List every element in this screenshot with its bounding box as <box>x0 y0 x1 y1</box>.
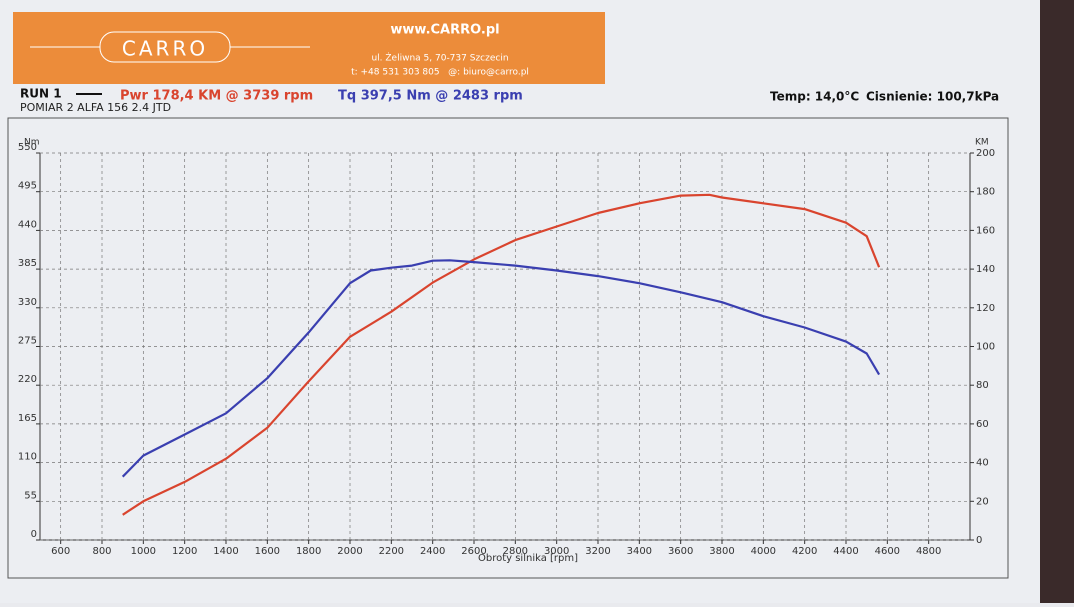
x-axis-label: Obroty silnika [rpm] <box>478 553 578 564</box>
y2-tick-label: 140 <box>976 264 995 275</box>
x-tick-label: 1600 <box>255 546 280 557</box>
x-tick-label: 800 <box>92 546 111 557</box>
y2-tick-label: 100 <box>976 342 995 353</box>
x-tick-label: 600 <box>51 546 70 557</box>
x-tick-label: 3400 <box>627 546 652 557</box>
background-edge <box>1040 0 1074 603</box>
header-contact: t: +48 531 303 805 @: biuro@carro.pl <box>351 68 529 78</box>
x-tick-label: 2200 <box>379 546 404 557</box>
y2-tick-label: 160 <box>976 225 995 236</box>
series-line <box>122 193 881 516</box>
y-tick-label: 110 <box>18 452 37 463</box>
chart-frame <box>7 117 1009 579</box>
x-tick-label: 2800 <box>503 546 528 557</box>
x-tick-label: 1400 <box>213 546 238 557</box>
y2-tick-label: 200 <box>976 148 995 159</box>
x-tick-label: 2600 <box>461 546 486 557</box>
x-tick-label: 2400 <box>420 546 445 557</box>
x-tick-label: 3000 <box>544 546 569 557</box>
y-tick-label: 495 <box>18 181 37 192</box>
y-tick-label: 55 <box>24 490 37 501</box>
y-tick-label: 165 <box>18 413 37 424</box>
y-axis-label: Nm <box>24 138 40 148</box>
pressure: Cisnienie: 100,7kPa <box>866 90 999 104</box>
x-tick-label: 4800 <box>916 546 941 557</box>
x-tick-label: 1800 <box>296 546 321 557</box>
x-tick-label: 1000 <box>131 546 156 557</box>
x-tick-label: 3600 <box>668 546 693 557</box>
logo: CARRO <box>122 37 208 61</box>
x-tick-label: 4000 <box>751 546 776 557</box>
run-label: RUN 1 <box>20 87 62 101</box>
torque-peak: Tq 397,5 Nm @ 2483 rpm <box>338 89 523 104</box>
y2-tick-label: 20 <box>976 496 989 507</box>
subtitle: POMIAR 2 ALFA 156 2.4 JTD <box>20 101 171 114</box>
power-peak: Pwr 178,4 KM @ 3739 rpm <box>120 89 313 104</box>
temperature: Temp: 14,0°C <box>770 90 859 104</box>
y-tick-label: 220 <box>18 374 37 385</box>
series-line <box>121 259 881 478</box>
x-tick-label: 1200 <box>172 546 197 557</box>
y2-axis-label: KM <box>975 138 989 148</box>
y-tick-label: 385 <box>18 258 37 269</box>
y2-tick-label: 0 <box>976 535 982 546</box>
y2-tick-label: 60 <box>976 419 989 430</box>
logo-frame <box>99 31 231 63</box>
x-tick-label: 4200 <box>792 546 817 557</box>
header-address: ul. Żeliwna 5, 70-737 Szczecin <box>371 53 508 64</box>
y2-tick-label: 120 <box>976 303 995 314</box>
y-tick-label: 0 <box>31 529 37 540</box>
x-tick-label: 2000 <box>337 546 362 557</box>
header-url: www.CARRO.pl <box>390 23 499 38</box>
y2-tick-label: 180 <box>976 187 995 198</box>
x-tick-label: 3200 <box>585 546 610 557</box>
y2-tick-label: 80 <box>976 380 989 391</box>
x-tick-label: 4400 <box>833 546 858 557</box>
y2-tick-label: 40 <box>976 458 989 469</box>
x-tick-label: 3800 <box>709 546 734 557</box>
y-tick-label: 275 <box>18 336 37 347</box>
y-tick-label: 330 <box>18 297 37 308</box>
y-tick-label: 550 <box>18 142 37 153</box>
y-tick-label: 440 <box>18 219 37 230</box>
x-tick-label: 4600 <box>875 546 900 557</box>
